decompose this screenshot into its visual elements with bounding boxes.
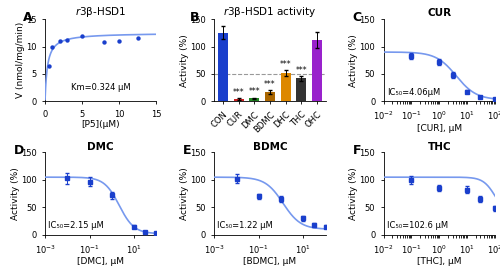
- Text: IC₅₀=4.06μM: IC₅₀=4.06μM: [387, 88, 440, 97]
- Title: CUR: CUR: [427, 8, 452, 18]
- Point: [134, 36, 142, 40]
- X-axis label: [BDMC], μM: [BDMC], μM: [244, 257, 296, 266]
- Title: $r$3β-HSD1: $r$3β-HSD1: [75, 5, 126, 19]
- Point: [56, 39, 64, 43]
- X-axis label: [P5](μM): [P5](μM): [82, 120, 120, 129]
- Point: [100, 40, 108, 44]
- Point: [78, 33, 86, 38]
- Text: Km=0.324 μM: Km=0.324 μM: [71, 84, 130, 93]
- Y-axis label: V (nmol/mg/min): V (nmol/mg/min): [16, 22, 25, 98]
- Bar: [234, 99, 243, 102]
- Point: [44, 64, 52, 68]
- Y-axis label: Activity (%): Activity (%): [180, 167, 189, 220]
- Point: [48, 44, 56, 49]
- Bar: [312, 40, 322, 102]
- Text: D: D: [14, 144, 24, 157]
- Bar: [265, 92, 275, 102]
- Title: BDMC: BDMC: [252, 142, 288, 152]
- Text: A: A: [22, 11, 32, 24]
- Text: ***: ***: [264, 80, 276, 89]
- Point: [116, 39, 124, 43]
- X-axis label: [CUR], μM: [CUR], μM: [416, 124, 462, 133]
- Text: ***: ***: [248, 87, 260, 96]
- Bar: [280, 73, 291, 102]
- Title: $r$3β-HSD1 activity: $r$3β-HSD1 activity: [224, 5, 316, 19]
- Text: ***: ***: [280, 60, 291, 69]
- Y-axis label: Activity (%): Activity (%): [349, 167, 358, 220]
- Text: ***: ***: [296, 66, 307, 75]
- Title: THC: THC: [428, 142, 451, 152]
- Y-axis label: Activity (%): Activity (%): [180, 34, 189, 87]
- Bar: [218, 33, 228, 102]
- Y-axis label: Activity (%): Activity (%): [10, 167, 20, 220]
- Text: F: F: [352, 144, 361, 157]
- Title: DMC: DMC: [88, 142, 114, 152]
- Text: E: E: [183, 144, 192, 157]
- X-axis label: [THC], μM: [THC], μM: [417, 257, 462, 266]
- Text: IC₅₀=102.6 μM: IC₅₀=102.6 μM: [387, 221, 448, 230]
- Text: ***: ***: [233, 88, 244, 97]
- Y-axis label: Activity (%): Activity (%): [349, 34, 358, 87]
- Text: C: C: [352, 11, 362, 24]
- Text: B: B: [190, 11, 200, 24]
- Bar: [249, 98, 260, 102]
- X-axis label: [DMC], μM: [DMC], μM: [77, 257, 124, 266]
- Point: [64, 38, 72, 42]
- Bar: [296, 78, 306, 102]
- Text: IC₅₀=1.22 μM: IC₅₀=1.22 μM: [217, 221, 272, 230]
- Text: IC₅₀=2.15 μM: IC₅₀=2.15 μM: [48, 221, 104, 230]
